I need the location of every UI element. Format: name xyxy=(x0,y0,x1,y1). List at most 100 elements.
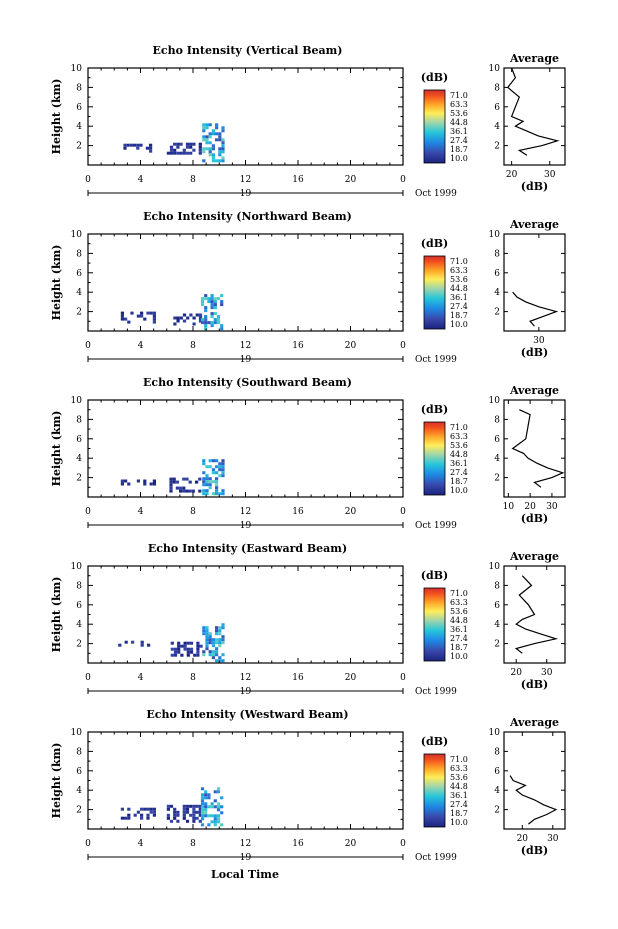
plot-frame xyxy=(87,399,404,498)
echo-pixel xyxy=(179,489,183,493)
x-tick-label: 12 xyxy=(240,341,251,351)
echo-pixel xyxy=(120,317,124,321)
colorbar-tick-label: 71.0 xyxy=(450,589,468,598)
average-y-tick-label: 2 xyxy=(494,806,500,816)
echo-pixel xyxy=(221,638,225,642)
echo-pixel xyxy=(186,653,190,657)
echo-pixel xyxy=(189,313,193,317)
average-y-tick-label: 10 xyxy=(489,562,501,572)
echo-pixel xyxy=(124,317,128,321)
echo-pixel xyxy=(189,647,194,651)
colorbar-tick-label: 18.7 xyxy=(450,311,468,320)
echo-pixel xyxy=(182,477,186,481)
echo-pixel xyxy=(140,311,144,315)
echo-pixel xyxy=(202,123,206,127)
echo-pixel xyxy=(202,129,206,133)
echo-pixel xyxy=(215,653,219,657)
echo-pixel xyxy=(127,816,131,820)
x-tick-label: 8 xyxy=(190,839,196,849)
echo-pixel xyxy=(198,810,202,814)
echo-pixel xyxy=(188,489,192,493)
colorbar-tick-label: 36.1 xyxy=(450,293,468,302)
echo-pixel xyxy=(169,489,173,493)
echo-pixel xyxy=(143,482,147,486)
echo-pixel xyxy=(136,146,140,150)
echo-pixel xyxy=(213,300,217,304)
average-x-tick-label: 20 xyxy=(510,668,522,678)
echo-pixel xyxy=(185,819,190,823)
average-y-tick-label: 8 xyxy=(494,747,500,757)
y-tick-label: 2 xyxy=(76,806,82,816)
x-tick-label: 0 xyxy=(85,507,91,517)
average-y-tick-label: 6 xyxy=(494,103,500,113)
echo-pixel xyxy=(169,151,174,155)
echo-pixel xyxy=(208,132,212,136)
echo-pixel xyxy=(192,807,196,811)
average-title: Average xyxy=(509,384,559,397)
x-tick-label: 8 xyxy=(190,673,196,683)
average-y-tick-label: 8 xyxy=(494,249,500,259)
x-tick-label: 12 xyxy=(240,839,251,849)
echo-pixel xyxy=(152,482,156,486)
echo-pixel xyxy=(170,653,174,657)
echo-pixel xyxy=(173,650,178,654)
echo-pixel xyxy=(129,143,133,147)
echo-pixel xyxy=(200,817,205,821)
echo-pixel xyxy=(173,316,177,320)
echo-pixel xyxy=(218,147,222,151)
echo-pixel xyxy=(177,650,181,654)
colorbar-tick-label: 36.1 xyxy=(450,127,468,136)
echo-pixel xyxy=(130,311,134,315)
plot-frame xyxy=(87,67,404,166)
echo-pixel xyxy=(215,477,219,481)
echo-pixel xyxy=(215,486,219,490)
echo-pixel xyxy=(216,805,221,809)
echo-pixel xyxy=(136,479,140,483)
colorbar-tick-label: 44.8 xyxy=(450,782,468,791)
panel-title: Echo Intensity (Vertical Beam) xyxy=(152,44,342,57)
echo-pixel xyxy=(211,147,215,151)
echo-pixel xyxy=(210,814,214,818)
echo-pixel xyxy=(207,297,211,301)
echo-pixel xyxy=(123,143,127,147)
echo-pixels xyxy=(120,787,224,827)
echo-pixel xyxy=(176,145,180,149)
echo-pixel xyxy=(213,820,217,824)
echo-pixel xyxy=(198,148,202,152)
average-y-tick-label: 2 xyxy=(494,142,500,152)
echo-pixel xyxy=(200,303,205,307)
echo-pixel xyxy=(200,787,205,791)
echo-pixel xyxy=(133,143,137,147)
average-y-tick-label: 4 xyxy=(494,454,500,464)
x-tick-label: 8 xyxy=(190,507,196,517)
average-profile-line xyxy=(514,575,559,654)
echo-pixel xyxy=(205,629,209,633)
beam-panel: Echo Intensity (Eastward Beam) 0 4 8 12 16 20 0… xyxy=(50,542,566,697)
echo-pixel xyxy=(216,321,221,325)
echo-pixel xyxy=(211,144,215,148)
echo-pixel xyxy=(213,823,217,827)
echo-pixel xyxy=(216,817,221,821)
echo-pixel xyxy=(200,799,205,803)
colorbar xyxy=(423,587,446,662)
echo-pixel xyxy=(176,151,180,155)
echo-pixel xyxy=(205,635,209,639)
echo-pixel xyxy=(182,807,186,811)
echo-pixel xyxy=(202,126,206,130)
x-tick-label: 12 xyxy=(240,507,251,517)
panel-title: Echo Intensity (Eastward Beam) xyxy=(148,542,347,555)
echo-pixel xyxy=(220,811,224,815)
echo-pixel xyxy=(220,796,224,800)
echo-pixel xyxy=(215,629,219,633)
colorbar-tick-label: 71.0 xyxy=(450,423,468,432)
y-tick-label: 10 xyxy=(71,728,83,738)
echo-pixel xyxy=(205,641,209,645)
echo-pixel xyxy=(202,462,206,466)
echo-pixel xyxy=(152,320,156,324)
average-y-tick-label: 10 xyxy=(489,728,501,738)
echo-pixel xyxy=(173,813,177,817)
echo-pixel xyxy=(192,810,196,814)
echo-pixel xyxy=(205,138,209,142)
echo-pixel xyxy=(208,135,212,139)
echo-pixel xyxy=(176,810,180,814)
